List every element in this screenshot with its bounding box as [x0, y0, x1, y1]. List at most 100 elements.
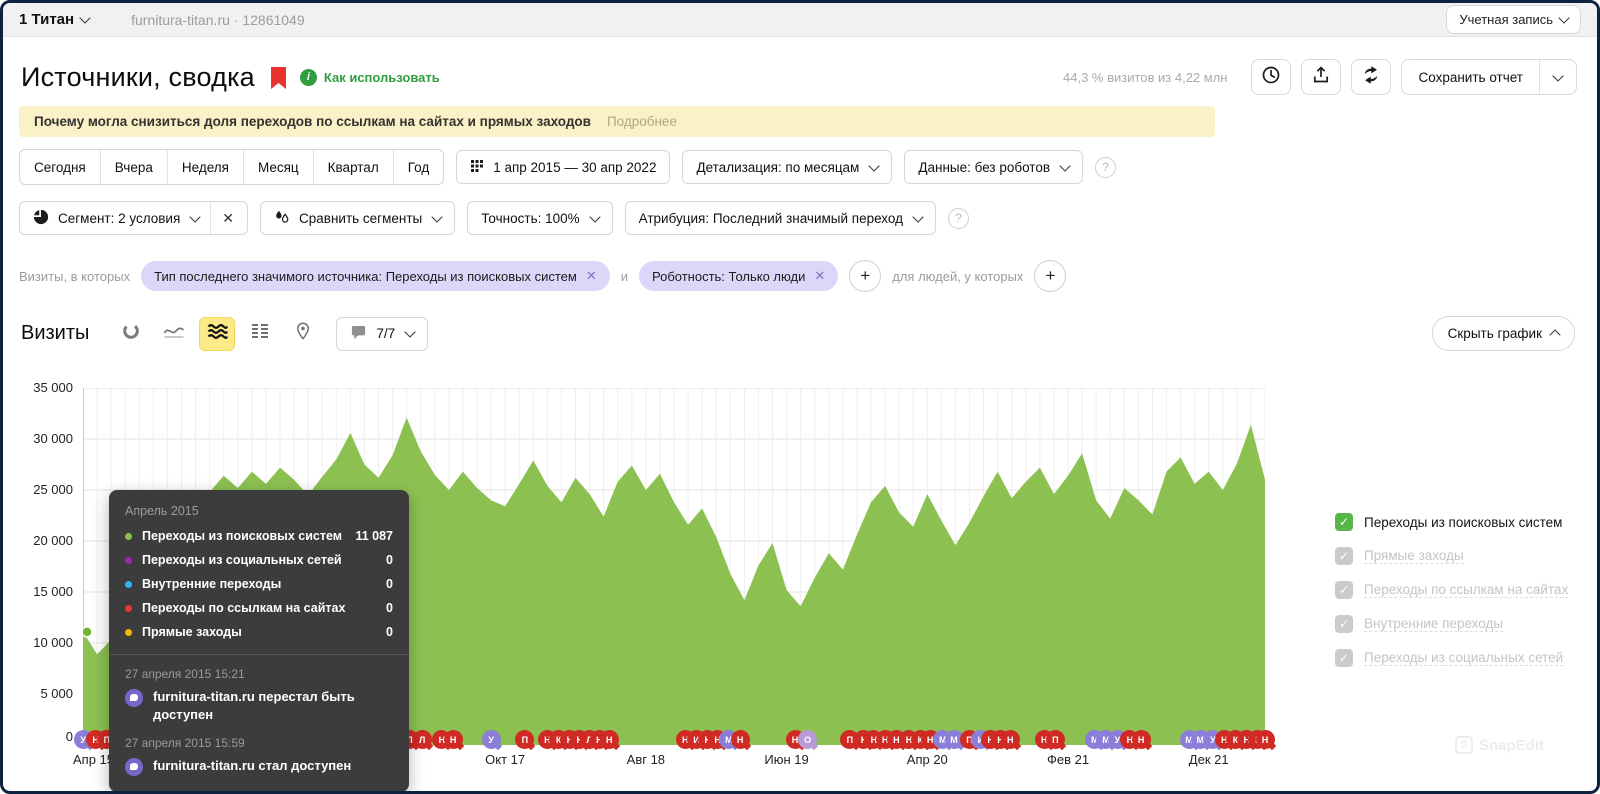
site-label: furnitura-titan.ru · 12861049 [131, 11, 305, 28]
save-report-label: Сохранить отчет [1418, 69, 1523, 85]
comment-bubble-icon [350, 325, 367, 343]
annotation-marker[interactable]: Н [730, 730, 750, 749]
segment-conditions-bar: Визиты, в которых Тип последнего значимо… [19, 260, 1067, 292]
annotation-marker[interactable]: У [481, 730, 501, 749]
compare-button[interactable] [1351, 59, 1392, 95]
legend-item-search[interactable]: ✓ Переходы из поисковых систем [1335, 513, 1568, 531]
y-axis-tick: 25 000 [33, 482, 73, 497]
tooltip-row: Переходы по ссылкам на сайтах 0 [125, 601, 393, 615]
button-divider [210, 202, 212, 234]
period-today[interactable]: Сегодня [34, 159, 86, 175]
attribution-dropdown[interactable]: Атрибуция: Последний значимый переход [624, 201, 936, 235]
y-axis-tick: 15 000 [33, 584, 73, 599]
close-icon[interactable]: ✕ [585, 268, 597, 283]
segment-dropdown[interactable]: Сегмент: 2 условия ✕ [19, 201, 249, 235]
stacked-area-icon [207, 323, 228, 345]
checkbox-checked-icon[interactable]: ✓ [1335, 547, 1353, 565]
top-bar: 1 Титан furnitura-titan.ru · 12861049 Уч… [3, 3, 1597, 37]
metric-title: Визиты [21, 322, 90, 344]
tooltip-row: Прямые заходы 0 [125, 625, 393, 639]
chart-type-columns-button[interactable] [242, 317, 278, 351]
annotation-marker[interactable]: О [798, 730, 818, 749]
help-icon[interactable]: ? [948, 207, 969, 229]
annotation-marker[interactable]: Л [412, 730, 432, 749]
hide-chart-button[interactable]: Скрыть график [1431, 316, 1575, 351]
add-user-condition-button[interactable]: + [1034, 260, 1067, 292]
checkbox-checked-icon[interactable]: ✓ [1335, 649, 1353, 667]
annotation-marker[interactable]: Н [1255, 730, 1275, 749]
accuracy-label: Точность: 100% [481, 210, 580, 226]
series-dot-yellow [125, 628, 132, 636]
period-week[interactable]: Неделя [166, 150, 243, 184]
tooltip-title: Апрель 2015 [125, 504, 199, 518]
legend-item-direct[interactable]: ✓ Прямые заходы [1335, 547, 1568, 565]
chart-type-line-button[interactable] [156, 317, 192, 351]
annotation-marker[interactable]: М [944, 730, 964, 749]
chart-type-map-button[interactable] [285, 317, 321, 351]
condition-chip-source[interactable]: Тип последнего значимого источника: Пере… [141, 261, 610, 291]
legend-item-social[interactable]: ✓ Переходы из социальных сетей [1335, 649, 1568, 667]
how-to-use-link[interactable]: i Как использовать [299, 68, 440, 86]
tooltip-row-label: Переходы по ссылкам на сайтах [142, 601, 346, 615]
legend-label[interactable]: Переходы из социальных сетей [1364, 650, 1564, 666]
chart-type-area-button[interactable] [199, 316, 236, 351]
y-axis-tick: 30 000 [33, 431, 73, 446]
checkbox-checked-icon[interactable]: ✓ [1335, 581, 1353, 599]
legend-label[interactable]: Переходы из поисковых систем [1364, 514, 1563, 530]
annotation-marker[interactable]: П [1045, 730, 1065, 749]
page-title: Источники, сводка [21, 61, 255, 92]
condition-chip-robots[interactable]: Роботность: Только люди ✕ [639, 261, 839, 291]
comments-dropdown[interactable]: 7/7 [336, 316, 429, 351]
save-report-caret[interactable] [1539, 60, 1576, 94]
counter-selector[interactable]: 1 Титан [19, 11, 91, 28]
bookmark-icon[interactable] [270, 67, 286, 89]
period-month[interactable]: Месяц [242, 150, 313, 184]
detail-dropdown[interactable]: Детализация: по месяцам [682, 150, 893, 184]
accuracy-dropdown[interactable]: Точность: 100% [467, 201, 613, 235]
notice-more-link[interactable]: Подробнее [606, 114, 677, 129]
clock-icon [1261, 65, 1281, 90]
segment-clear-button[interactable]: ✕ [222, 209, 235, 226]
data-mode-dropdown[interactable]: Данные: без роботов [904, 150, 1084, 184]
annotation-marker[interactable]: Н [1000, 730, 1020, 749]
annotation-marker[interactable]: Н [1131, 730, 1151, 749]
chart-tooltip: Апрель 2015 Переходы из поисковых систем… [109, 490, 409, 791]
x-axis-tick: Окт 17 [485, 752, 526, 767]
monitoring-icon [125, 758, 143, 777]
chevron-up-icon [1549, 329, 1561, 341]
checkbox-checked-icon[interactable]: ✓ [1335, 615, 1353, 633]
chart-type-pie-button[interactable] [113, 317, 149, 351]
help-icon[interactable]: ? [1095, 156, 1117, 178]
annotation-marker[interactable]: Н [443, 730, 463, 749]
calendar-grid-icon [470, 159, 484, 176]
annotation-marker[interactable]: П [515, 730, 535, 749]
hide-chart-label: Скрыть график [1447, 326, 1542, 341]
legend-label[interactable]: Прямые заходы [1364, 548, 1464, 564]
export-button[interactable] [1301, 59, 1342, 95]
account-menu-button[interactable]: Учетная запись [1446, 5, 1581, 34]
period-year[interactable]: Год [392, 150, 443, 184]
close-icon[interactable]: ✕ [814, 268, 826, 283]
checkbox-checked-icon[interactable]: ✓ [1335, 513, 1353, 531]
condition-chip-label: Тип последнего значимого источника: Пере… [154, 268, 577, 284]
save-report-button[interactable]: Сохранить отчет [1401, 59, 1577, 95]
annotation-marker[interactable]: Н [599, 730, 619, 749]
event-entry: furnitura-titan.ru стал доступен [125, 757, 393, 777]
legend-item-site-links[interactable]: ✓ Переходы по ссылкам на сайтах [1335, 581, 1569, 599]
history-button[interactable] [1251, 59, 1292, 95]
period-quarter[interactable]: Квартал [312, 150, 393, 184]
add-condition-button[interactable]: + [849, 260, 882, 292]
period-yesterday[interactable]: Вчера [99, 150, 167, 184]
legend-label[interactable]: Внутренние переходы [1364, 616, 1504, 632]
chevron-down-icon [1558, 12, 1570, 24]
x-axis-tick: Апр 20 [906, 752, 948, 767]
legend-label[interactable]: Переходы по ссылкам на сайтах [1364, 582, 1569, 598]
segment-label: Сегмент: 2 условия [58, 210, 181, 226]
tooltip-row-value: 0 [386, 553, 393, 567]
y-axis-tick: 5 000 [40, 686, 73, 701]
compare-segments-dropdown[interactable]: Сравнить сегменты [260, 201, 456, 235]
date-range-button[interactable]: 1 апр 2015 — 30 апр 2022 [456, 150, 671, 184]
legend-item-internal[interactable]: ✓ Внутренние переходы [1335, 615, 1568, 633]
conditions-prefix: Визиты, в которых [19, 268, 131, 284]
date-range-label: 1 апр 2015 — 30 апр 2022 [493, 159, 657, 175]
